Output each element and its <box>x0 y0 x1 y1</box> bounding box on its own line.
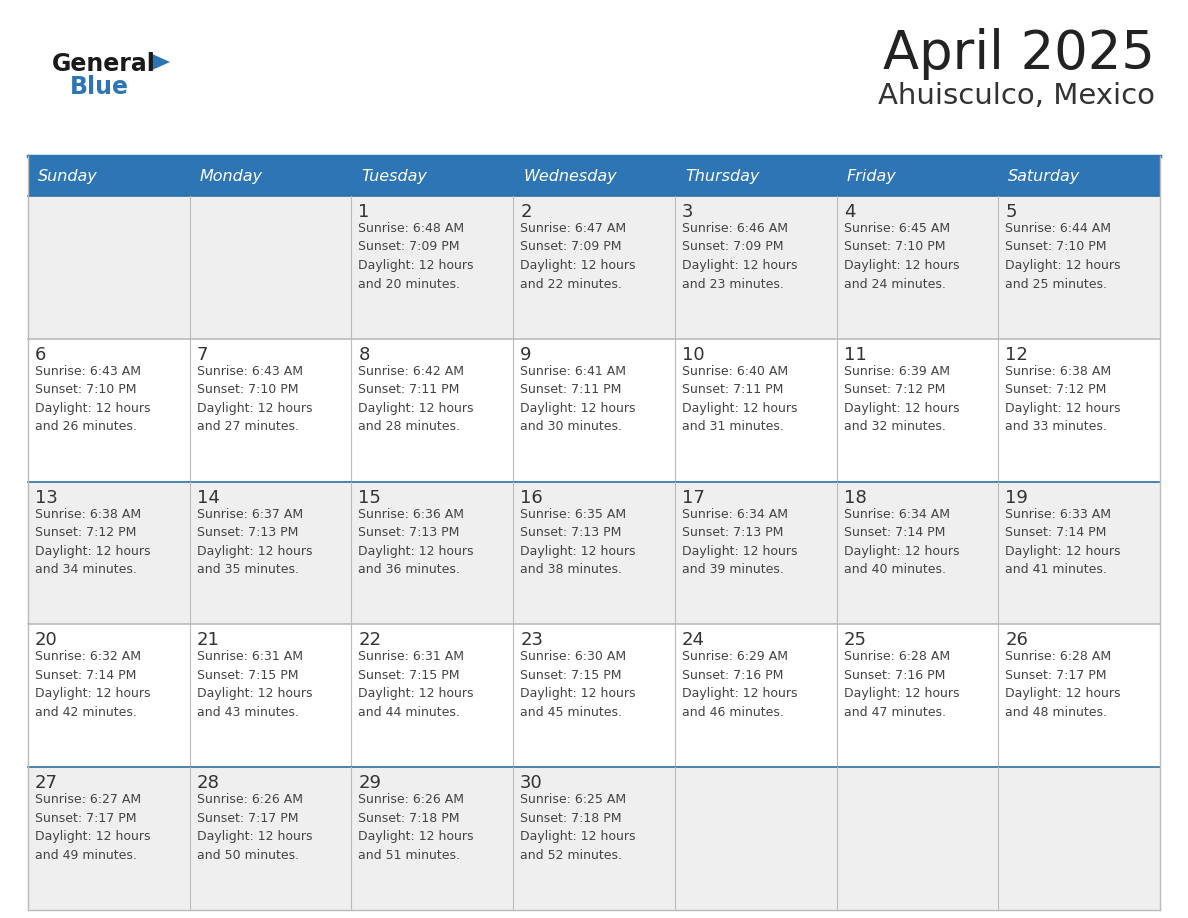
Text: Sunrise: 6:30 AM
Sunset: 7:15 PM
Daylight: 12 hours
and 45 minutes.: Sunrise: 6:30 AM Sunset: 7:15 PM Dayligh… <box>520 650 636 719</box>
Text: Sunrise: 6:36 AM
Sunset: 7:13 PM
Daylight: 12 hours
and 36 minutes.: Sunrise: 6:36 AM Sunset: 7:13 PM Dayligh… <box>359 508 474 577</box>
Bar <box>29 767 1159 910</box>
Text: 21: 21 <box>197 632 220 649</box>
Text: 13: 13 <box>34 488 58 507</box>
Text: Sunrise: 6:47 AM
Sunset: 7:09 PM
Daylight: 12 hours
and 22 minutes.: Sunrise: 6:47 AM Sunset: 7:09 PM Dayligh… <box>520 222 636 290</box>
Text: Thursday: Thursday <box>684 170 759 185</box>
Text: 15: 15 <box>359 488 381 507</box>
Text: Sunrise: 6:44 AM
Sunset: 7:10 PM
Daylight: 12 hours
and 25 minutes.: Sunrise: 6:44 AM Sunset: 7:10 PM Dayligh… <box>1005 222 1120 290</box>
Text: Sunrise: 6:26 AM
Sunset: 7:18 PM
Daylight: 12 hours
and 51 minutes.: Sunrise: 6:26 AM Sunset: 7:18 PM Dayligh… <box>359 793 474 862</box>
Text: Sunrise: 6:31 AM
Sunset: 7:15 PM
Daylight: 12 hours
and 44 minutes.: Sunrise: 6:31 AM Sunset: 7:15 PM Dayligh… <box>359 650 474 719</box>
Text: 25: 25 <box>843 632 866 649</box>
Bar <box>675 158 836 196</box>
Text: 10: 10 <box>682 346 704 364</box>
Text: 7: 7 <box>197 346 208 364</box>
Text: Sunrise: 6:28 AM
Sunset: 7:17 PM
Daylight: 12 hours
and 48 minutes.: Sunrise: 6:28 AM Sunset: 7:17 PM Dayligh… <box>1005 650 1120 719</box>
Text: Sunrise: 6:48 AM
Sunset: 7:09 PM
Daylight: 12 hours
and 20 minutes.: Sunrise: 6:48 AM Sunset: 7:09 PM Dayligh… <box>359 222 474 290</box>
Text: Friday: Friday <box>847 170 896 185</box>
Bar <box>29 196 1159 339</box>
Text: Sunrise: 6:27 AM
Sunset: 7:17 PM
Daylight: 12 hours
and 49 minutes.: Sunrise: 6:27 AM Sunset: 7:17 PM Dayligh… <box>34 793 151 862</box>
Text: Sunrise: 6:38 AM
Sunset: 7:12 PM
Daylight: 12 hours
and 34 minutes.: Sunrise: 6:38 AM Sunset: 7:12 PM Dayligh… <box>34 508 151 577</box>
Text: 4: 4 <box>843 203 855 221</box>
Text: 5: 5 <box>1005 203 1017 221</box>
Text: 26: 26 <box>1005 632 1028 649</box>
Text: 20: 20 <box>34 632 58 649</box>
Text: 17: 17 <box>682 488 704 507</box>
Bar <box>998 158 1159 196</box>
Text: 27: 27 <box>34 774 58 792</box>
Text: 19: 19 <box>1005 488 1028 507</box>
Text: Sunday: Sunday <box>38 170 97 185</box>
Text: Sunrise: 6:42 AM
Sunset: 7:11 PM
Daylight: 12 hours
and 28 minutes.: Sunrise: 6:42 AM Sunset: 7:11 PM Dayligh… <box>359 364 474 433</box>
Bar <box>29 339 1159 482</box>
Text: 3: 3 <box>682 203 694 221</box>
Text: Sunrise: 6:40 AM
Sunset: 7:11 PM
Daylight: 12 hours
and 31 minutes.: Sunrise: 6:40 AM Sunset: 7:11 PM Dayligh… <box>682 364 797 433</box>
Text: 2: 2 <box>520 203 532 221</box>
Text: Sunrise: 6:46 AM
Sunset: 7:09 PM
Daylight: 12 hours
and 23 minutes.: Sunrise: 6:46 AM Sunset: 7:09 PM Dayligh… <box>682 222 797 290</box>
Text: 1: 1 <box>359 203 369 221</box>
Text: Sunrise: 6:38 AM
Sunset: 7:12 PM
Daylight: 12 hours
and 33 minutes.: Sunrise: 6:38 AM Sunset: 7:12 PM Dayligh… <box>1005 364 1120 433</box>
Text: Sunrise: 6:35 AM
Sunset: 7:13 PM
Daylight: 12 hours
and 38 minutes.: Sunrise: 6:35 AM Sunset: 7:13 PM Dayligh… <box>520 508 636 577</box>
Text: 8: 8 <box>359 346 369 364</box>
Bar <box>29 624 1159 767</box>
Text: Sunrise: 6:29 AM
Sunset: 7:16 PM
Daylight: 12 hours
and 46 minutes.: Sunrise: 6:29 AM Sunset: 7:16 PM Dayligh… <box>682 650 797 719</box>
Text: Sunrise: 6:31 AM
Sunset: 7:15 PM
Daylight: 12 hours
and 43 minutes.: Sunrise: 6:31 AM Sunset: 7:15 PM Dayligh… <box>197 650 312 719</box>
Text: 23: 23 <box>520 632 543 649</box>
Text: 9: 9 <box>520 346 532 364</box>
Bar <box>29 158 190 196</box>
Text: Sunrise: 6:33 AM
Sunset: 7:14 PM
Daylight: 12 hours
and 41 minutes.: Sunrise: 6:33 AM Sunset: 7:14 PM Dayligh… <box>1005 508 1120 577</box>
Text: 30: 30 <box>520 774 543 792</box>
Text: 18: 18 <box>843 488 866 507</box>
Text: 29: 29 <box>359 774 381 792</box>
Bar <box>352 158 513 196</box>
Text: Sunrise: 6:25 AM
Sunset: 7:18 PM
Daylight: 12 hours
and 52 minutes.: Sunrise: 6:25 AM Sunset: 7:18 PM Dayligh… <box>520 793 636 862</box>
Text: 12: 12 <box>1005 346 1028 364</box>
Text: 24: 24 <box>682 632 704 649</box>
Text: 6: 6 <box>34 346 46 364</box>
Text: 14: 14 <box>197 488 220 507</box>
Text: Sunrise: 6:34 AM
Sunset: 7:14 PM
Daylight: 12 hours
and 40 minutes.: Sunrise: 6:34 AM Sunset: 7:14 PM Dayligh… <box>843 508 959 577</box>
Text: Sunrise: 6:43 AM
Sunset: 7:10 PM
Daylight: 12 hours
and 26 minutes.: Sunrise: 6:43 AM Sunset: 7:10 PM Dayligh… <box>34 364 151 433</box>
Text: 16: 16 <box>520 488 543 507</box>
Text: Saturday: Saturday <box>1009 170 1081 185</box>
Text: Sunrise: 6:32 AM
Sunset: 7:14 PM
Daylight: 12 hours
and 42 minutes.: Sunrise: 6:32 AM Sunset: 7:14 PM Dayligh… <box>34 650 151 719</box>
Text: 22: 22 <box>359 632 381 649</box>
Text: 28: 28 <box>197 774 220 792</box>
Bar <box>190 158 352 196</box>
Text: Blue: Blue <box>70 75 129 99</box>
Text: Sunrise: 6:43 AM
Sunset: 7:10 PM
Daylight: 12 hours
and 27 minutes.: Sunrise: 6:43 AM Sunset: 7:10 PM Dayligh… <box>197 364 312 433</box>
Text: Sunrise: 6:45 AM
Sunset: 7:10 PM
Daylight: 12 hours
and 24 minutes.: Sunrise: 6:45 AM Sunset: 7:10 PM Dayligh… <box>843 222 959 290</box>
Text: Ahuisculco, Mexico: Ahuisculco, Mexico <box>878 82 1155 110</box>
Text: Tuesday: Tuesday <box>361 170 428 185</box>
Polygon shape <box>150 53 170 71</box>
Bar <box>836 158 998 196</box>
Text: Wednesday: Wednesday <box>523 170 617 185</box>
Bar <box>513 158 675 196</box>
Text: Sunrise: 6:39 AM
Sunset: 7:12 PM
Daylight: 12 hours
and 32 minutes.: Sunrise: 6:39 AM Sunset: 7:12 PM Dayligh… <box>843 364 959 433</box>
Text: Sunrise: 6:34 AM
Sunset: 7:13 PM
Daylight: 12 hours
and 39 minutes.: Sunrise: 6:34 AM Sunset: 7:13 PM Dayligh… <box>682 508 797 577</box>
Text: Sunrise: 6:26 AM
Sunset: 7:17 PM
Daylight: 12 hours
and 50 minutes.: Sunrise: 6:26 AM Sunset: 7:17 PM Dayligh… <box>197 793 312 862</box>
Text: Sunrise: 6:28 AM
Sunset: 7:16 PM
Daylight: 12 hours
and 47 minutes.: Sunrise: 6:28 AM Sunset: 7:16 PM Dayligh… <box>843 650 959 719</box>
Bar <box>29 482 1159 624</box>
Text: April 2025: April 2025 <box>883 28 1155 80</box>
Text: Sunrise: 6:41 AM
Sunset: 7:11 PM
Daylight: 12 hours
and 30 minutes.: Sunrise: 6:41 AM Sunset: 7:11 PM Dayligh… <box>520 364 636 433</box>
Text: 11: 11 <box>843 346 866 364</box>
Text: Monday: Monday <box>200 170 263 185</box>
Text: General: General <box>52 52 156 76</box>
Text: Sunrise: 6:37 AM
Sunset: 7:13 PM
Daylight: 12 hours
and 35 minutes.: Sunrise: 6:37 AM Sunset: 7:13 PM Dayligh… <box>197 508 312 577</box>
